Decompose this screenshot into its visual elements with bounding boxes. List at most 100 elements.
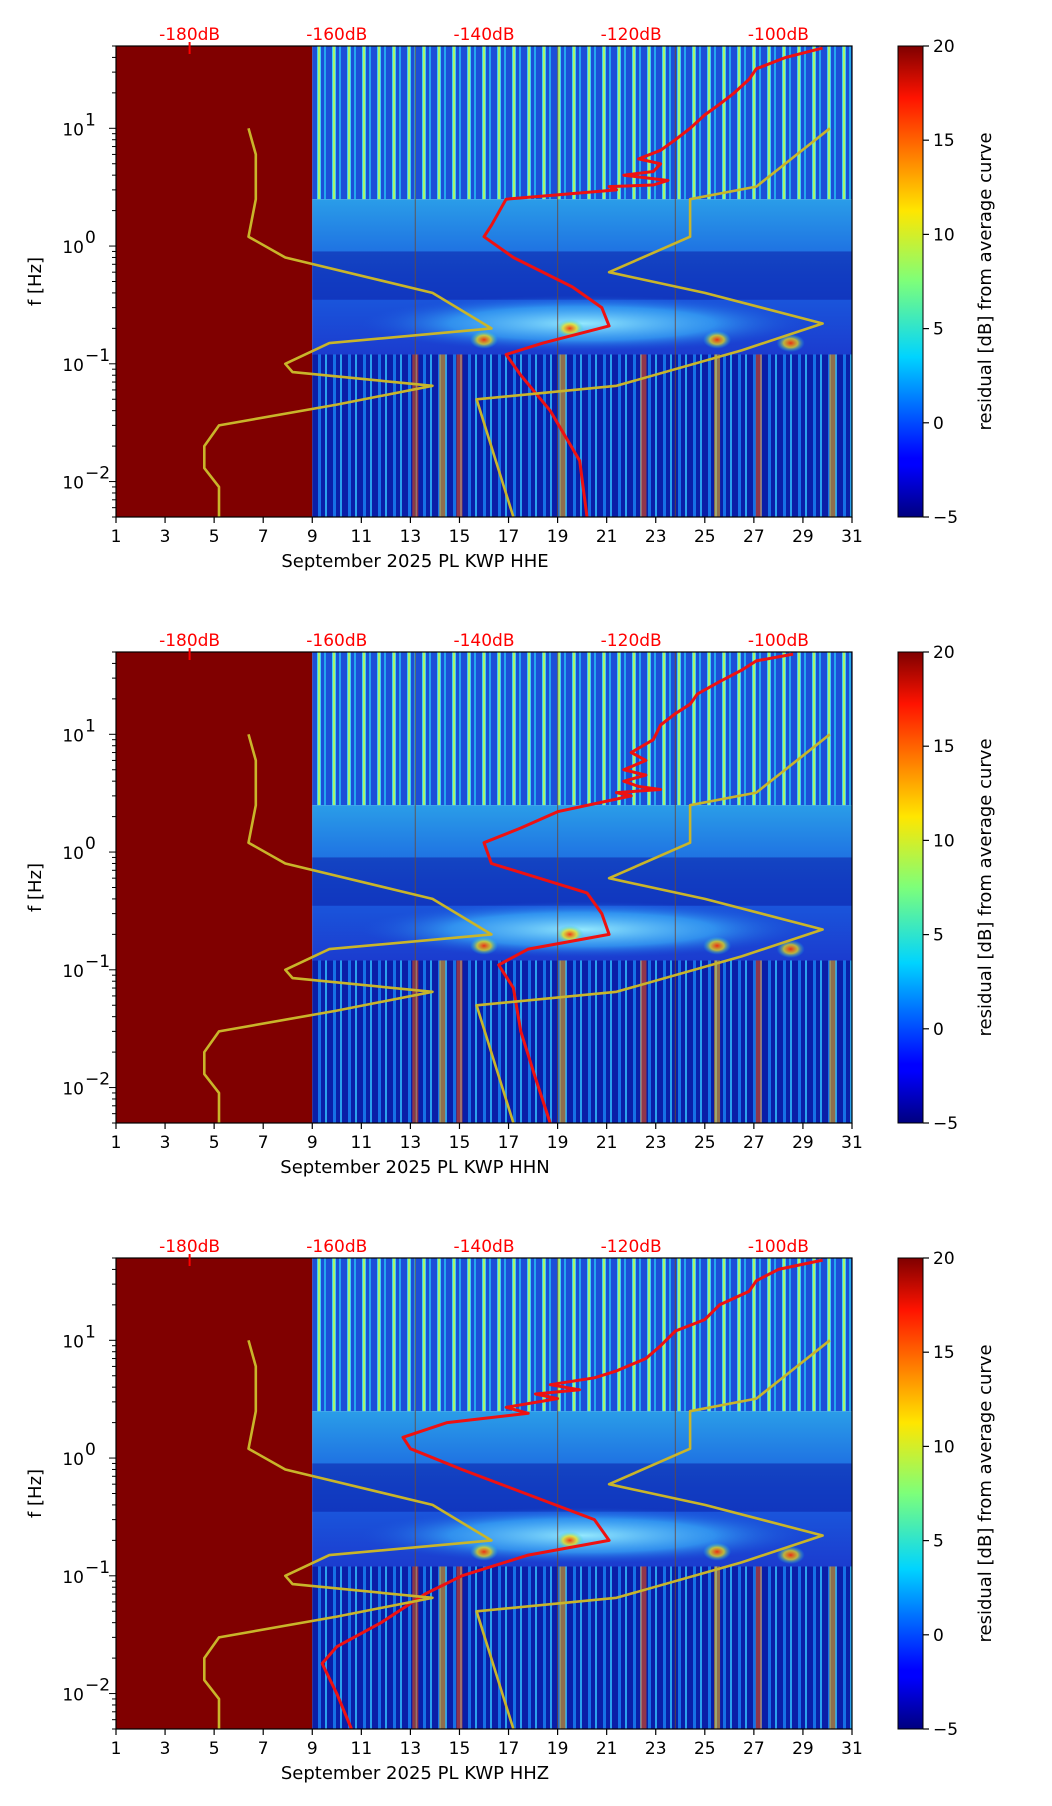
y-tick-exponent: −2	[85, 1676, 110, 1696]
x-tick-label: 31	[841, 1739, 863, 1759]
low-noise-band	[312, 1463, 852, 1512]
x-axis-label: September 2025 PL KWP HHE	[281, 551, 548, 572]
median-psd-curve	[482, 652, 794, 1124]
x-tick-label: 13	[400, 527, 422, 547]
x-tick-label: 19	[547, 527, 569, 547]
high-frequency-band	[312, 46, 852, 200]
low-frequency-band	[312, 960, 852, 1123]
event-stripe-6	[714, 960, 721, 1123]
y-tick-label: 10	[62, 474, 84, 494]
x-tick-label: 3	[160, 1739, 171, 1759]
y-tick-label: 10	[62, 726, 84, 746]
x-tick-label: 27	[743, 527, 765, 547]
y-tick-exponent: 0	[85, 228, 96, 248]
x-tick-label: 11	[351, 1133, 373, 1153]
colorbar-tick-label: −5	[933, 1720, 958, 1740]
event-stripe-7	[755, 960, 762, 1123]
x-tick-label: 27	[743, 1739, 765, 1759]
x-tick-label: 5	[209, 527, 220, 547]
y-tick-exponent: −1	[85, 346, 110, 366]
x-tick-label: 7	[258, 1133, 269, 1153]
low-noise-band	[312, 857, 852, 906]
x-tick-label: 31	[841, 527, 863, 547]
median-psd-curve	[320, 1258, 823, 1730]
colorbar: 20 15 10 5 0 −5 residual [dB] from average cur…	[897, 37, 996, 528]
hotspot-1	[470, 330, 498, 349]
colorbar-tick-label: 10	[933, 831, 955, 851]
x-tick-label: 25	[694, 527, 716, 547]
top-db-label: -160dB	[306, 631, 367, 651]
y-tick-label: 10	[62, 844, 84, 864]
x-tick-label: 9	[307, 1133, 318, 1153]
y-tick-exponent: 1	[85, 1322, 96, 1342]
event-stripe-4	[559, 1566, 566, 1729]
event-stripe-6	[714, 354, 721, 517]
x-tick-label: 7	[258, 1739, 269, 1759]
colorbar-tick-label: 0	[933, 1626, 944, 1646]
event-stripe-7	[755, 1566, 762, 1729]
y-tick-exponent: 1	[85, 716, 96, 736]
noise-model-curve-2	[475, 1339, 831, 1730]
hotspot-4	[776, 940, 805, 959]
no-data-area	[116, 652, 313, 1123]
event-stripe-2	[439, 1566, 446, 1729]
x-tick-label: 19	[547, 1739, 569, 1759]
y-tick-label: 10	[62, 356, 84, 376]
y-tick-exponent: −1	[85, 1558, 110, 1578]
hotspot-1	[470, 936, 498, 955]
y-tick-label: 10	[62, 962, 84, 982]
x-tick-label: 11	[351, 527, 373, 547]
high-frequency-band	[312, 652, 852, 806]
no-data-area	[116, 46, 313, 517]
x-tick-label: 19	[547, 1133, 569, 1153]
noise-model-curve-1	[203, 127, 493, 517]
colorbar-tick-label: 15	[933, 131, 955, 151]
colorbar-tick-label: 20	[933, 1249, 955, 1269]
x-tick-label: 9	[307, 527, 318, 547]
colorbar-label: residual [dB] from average curve	[975, 738, 996, 1036]
top-db-label: -100dB	[748, 25, 809, 45]
x-tick-label: 3	[160, 527, 171, 547]
colorbar-tick-label: 20	[933, 643, 955, 663]
x-tick-label: 15	[449, 527, 471, 547]
x-tick-label: 9	[307, 1739, 318, 1759]
top-db-label: -140dB	[453, 1237, 514, 1257]
x-tick-label: 11	[351, 1739, 373, 1759]
top-db-label: -120dB	[601, 1237, 662, 1257]
y-tick-label: 10	[62, 238, 84, 258]
no-data-area	[116, 1258, 313, 1729]
x-tick-label: 23	[645, 527, 667, 547]
x-tick-label: 29	[792, 527, 814, 547]
event-stripe-2	[439, 960, 446, 1123]
y-tick-exponent: 0	[85, 834, 96, 854]
colorbar-tick-label: 0	[933, 1020, 944, 1040]
event-stripe-3	[456, 354, 463, 517]
event-stripe-5	[640, 1566, 647, 1729]
x-tick-label: 29	[792, 1739, 814, 1759]
top-db-label: -140dB	[453, 631, 514, 651]
x-tick-label: 13	[400, 1133, 422, 1153]
colorbar-label: residual [dB] from average curve	[975, 132, 996, 430]
high-frequency-band	[312, 1258, 852, 1412]
x-tick-label: 31	[841, 1133, 863, 1153]
x-tick-label: 5	[209, 1739, 220, 1759]
colorbar: 20 15 10 5 0 −5 residual [dB] from average cur…	[897, 643, 996, 1134]
colorbar-tick-label: −5	[933, 1114, 958, 1134]
colorbar-gradient	[897, 45, 924, 518]
event-stripe-4	[559, 354, 566, 517]
event-stripe-6	[714, 1566, 721, 1729]
panel-3: 1 3 5 7 9 11 13 15 17 19 21 23 25 27 29 31-180dB -160dB -…	[25, 1237, 996, 1784]
colorbar-tick-label: 20	[933, 37, 955, 57]
x-tick-label: 25	[694, 1739, 716, 1759]
event-stripe-3	[456, 960, 463, 1123]
top-db-label: -120dB	[601, 25, 662, 45]
y-tick-label: 10	[62, 1686, 84, 1706]
x-tick-label: 23	[645, 1739, 667, 1759]
y-tick-exponent: 1	[85, 110, 96, 130]
noise-model-curve-1	[203, 1339, 493, 1729]
y-axis-label: f [Hz]	[25, 257, 46, 306]
x-tick-label: 21	[596, 527, 618, 547]
y-axis-label: f [Hz]	[25, 863, 46, 912]
noise-model-curve-2	[475, 733, 831, 1124]
event-stripe-2	[439, 354, 446, 517]
